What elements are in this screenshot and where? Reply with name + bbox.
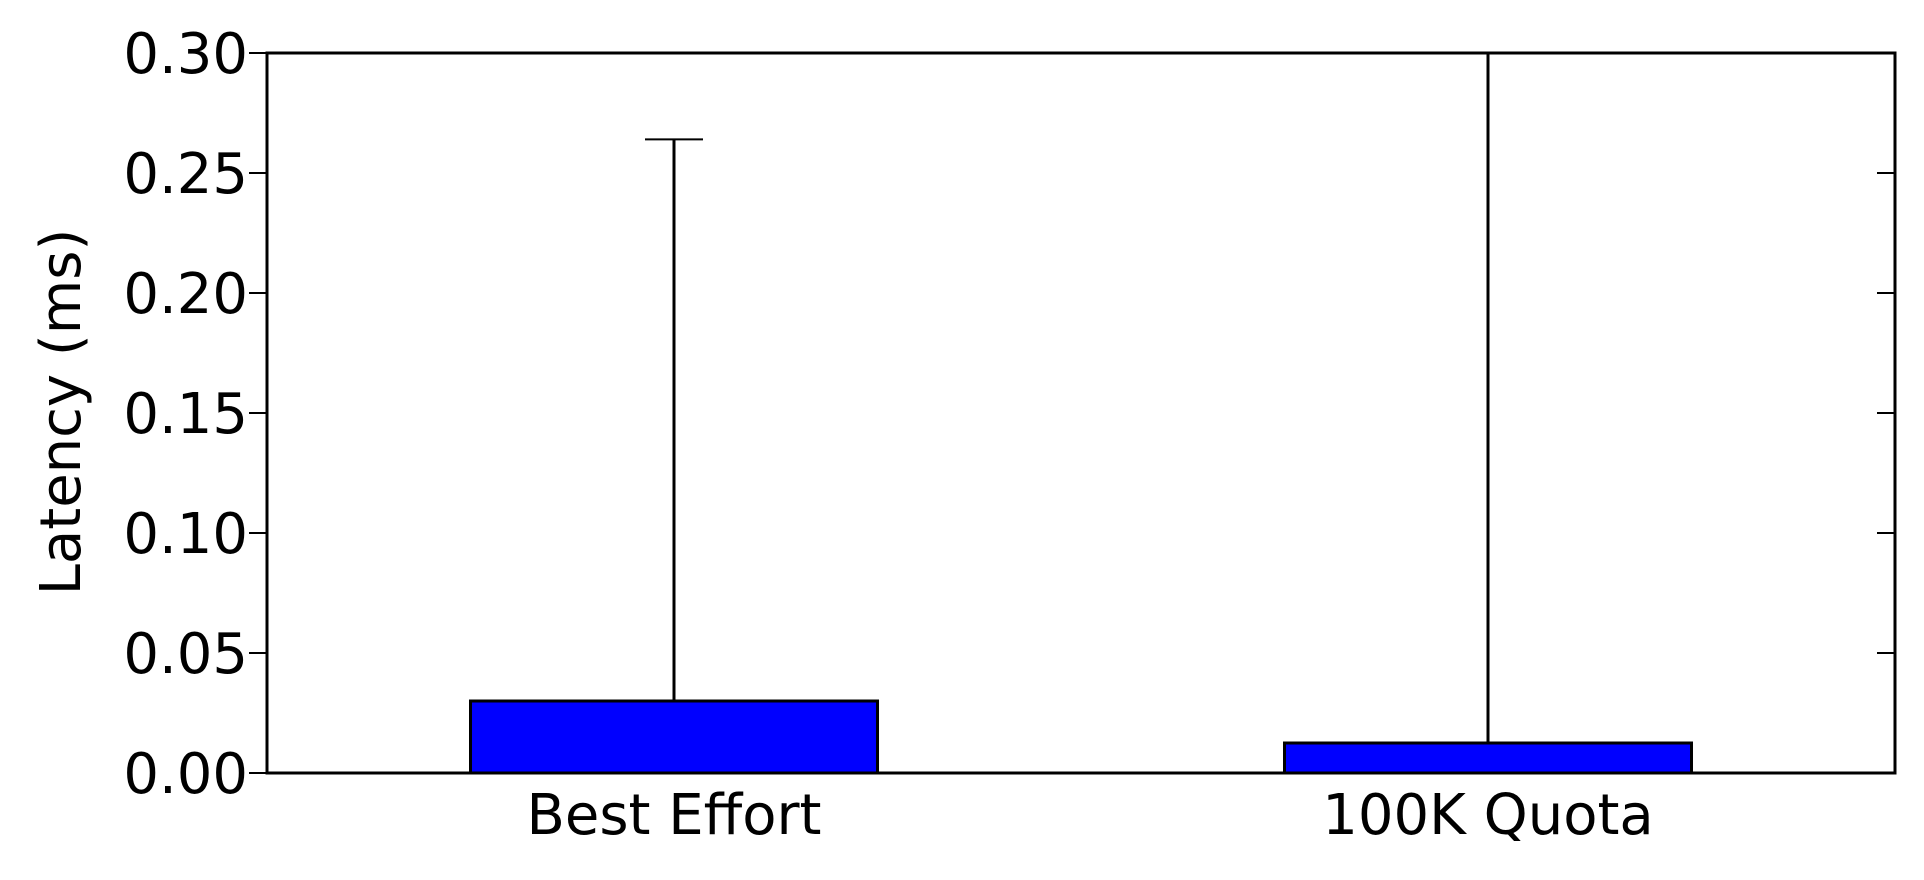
y-tick-label-3: 0.15 xyxy=(123,382,248,447)
error-bars-layer xyxy=(645,53,1490,743)
y-tick-label-2: 0.10 xyxy=(123,502,248,567)
y-tick-label-5: 0.25 xyxy=(123,142,248,207)
y-tick-label-4: 0.20 xyxy=(123,262,248,327)
y-ticks-layer: 0.00 0.05 0.10 0.15 0.20 0.25 0.30 xyxy=(123,22,1895,807)
bar-1 xyxy=(1283,741,1693,775)
x-tick-label-0: Best Effort xyxy=(526,783,821,848)
y-axis-label: Latency (ms) xyxy=(29,229,94,596)
x-category-labels: Best Effort 100K Quota xyxy=(526,783,1653,848)
y-tick-label-6: 0.30 xyxy=(123,22,248,87)
plot-frame xyxy=(265,51,1897,775)
y-tick-label-1: 0.05 xyxy=(123,622,248,687)
bar-0 xyxy=(469,699,879,775)
axes-frame xyxy=(265,51,1897,775)
y-tick-label-0: 0.00 xyxy=(123,742,248,807)
x-tick-label-1: 100K Quota xyxy=(1322,783,1654,848)
bars-layer xyxy=(469,699,1693,775)
